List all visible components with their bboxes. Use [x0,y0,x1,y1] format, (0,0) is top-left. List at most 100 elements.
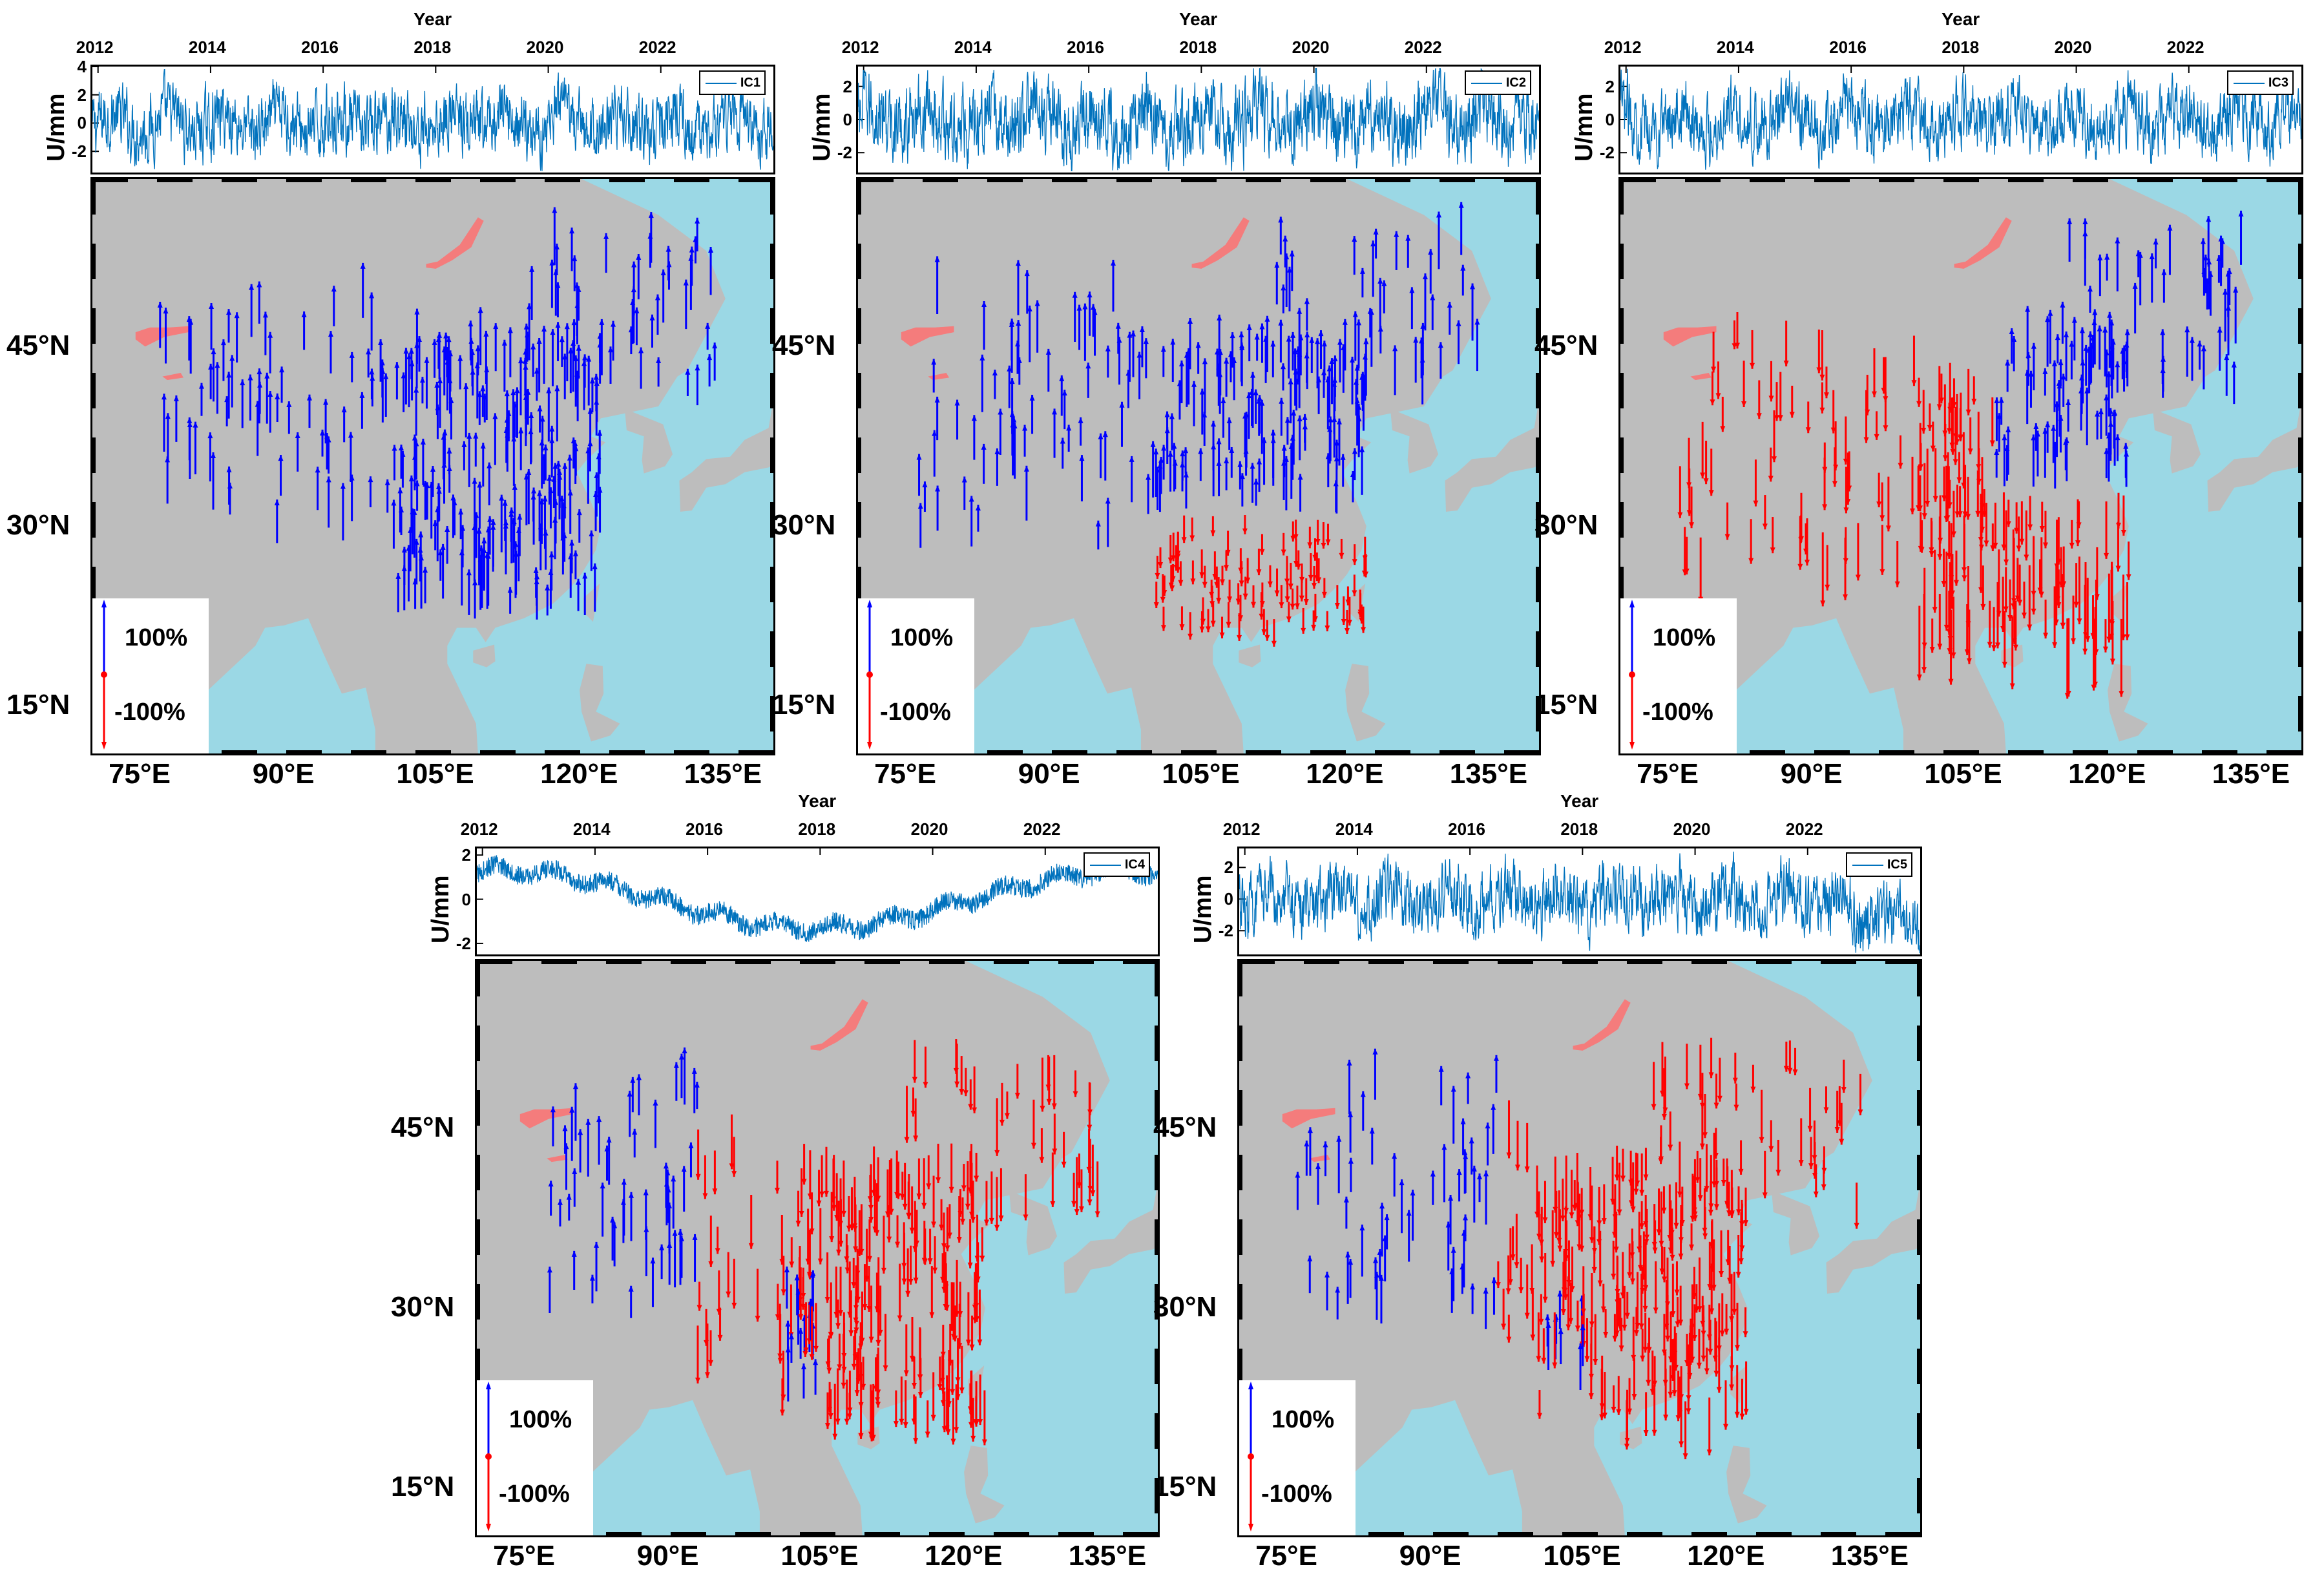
station-vector [1288,562,1293,590]
station-vector [1956,452,1962,483]
station-vector [1946,466,1952,509]
station-vector [1130,330,1136,377]
station-vector [979,354,985,412]
station-vector [959,1345,965,1394]
station-vector [1199,388,1205,435]
station-vector [1343,1196,1349,1229]
station-vector [2115,237,2120,291]
station-vector [1023,1174,1029,1221]
station-vector [1346,1059,1352,1115]
station-vector [1843,467,1849,514]
station-vector [1297,415,1303,461]
station-vector [1507,1228,1513,1285]
station-vector [1538,1294,1544,1325]
station-vector [448,350,454,392]
station-vector [1360,1091,1366,1131]
station-vector [1087,1152,1093,1206]
station-vector [2124,582,2130,640]
station-vector [2027,496,2033,531]
station-vector [1014,1064,1020,1099]
station-vector [1677,466,1683,518]
station-vector [572,550,578,580]
station-vector [1094,1161,1100,1217]
station-vector [2069,520,2075,549]
station-vector [909,1186,915,1234]
station-vector [1833,421,1839,470]
station-vector [1087,1082,1093,1115]
station-vector [1925,448,1931,507]
station-vector [695,364,700,406]
station-vector [1712,1132,1717,1188]
station-vector [1624,1292,1630,1319]
land-philippines [580,664,620,742]
station-vector [1253,478,1259,506]
station-vector [1723,1380,1729,1430]
station-vector [1315,338,1321,389]
station-vector [954,1384,959,1433]
x-tick-label: 2018 [1560,819,1598,839]
station-vector [1865,374,1870,416]
longitude-label: 105°E [1162,758,1240,790]
station-vector [458,509,464,540]
station-vector [539,416,545,452]
station-vector [981,301,987,350]
station-vector [2153,238,2159,269]
station-vector [2104,394,2109,436]
station-vector [943,1267,948,1310]
station-vector [383,373,389,417]
station-vector [1321,522,1326,549]
station-vector [1491,1277,1497,1315]
station-vector [799,1168,804,1217]
station-vector [597,430,603,474]
station-vector [1183,447,1189,474]
station-vector [1307,1255,1313,1294]
station-vector [2091,618,2097,691]
station-vector [1702,1093,1708,1139]
station-vector [1653,1261,1659,1314]
station-vector [1293,520,1299,540]
station-vector [1962,465,1968,518]
station-vector [234,312,240,363]
station-vector [1153,582,1159,608]
station-vector [567,489,573,534]
station-vector [1304,298,1310,331]
station-vector [2206,216,2212,267]
station-vector [1768,361,1774,402]
station-vector [965,1292,971,1346]
station-vector [788,1333,794,1363]
station-vector [975,505,981,532]
station-vector [470,368,476,396]
station-vector [1834,1090,1840,1133]
station-vector [589,1274,595,1304]
station-vector [207,432,213,482]
station-vector [1682,527,1688,576]
station-vector [1308,552,1314,581]
station-vector [1514,1121,1520,1171]
station-vector [443,332,449,361]
station-vector [414,538,419,584]
land-taiwan [583,584,600,622]
station-vector [1524,1264,1530,1319]
station-vector [424,357,430,409]
station-vector [1883,392,1889,432]
station-vector [2009,616,2015,689]
station-vector [1178,561,1184,586]
station-vector [1085,363,1091,398]
station-vector [1339,538,1345,559]
x-tick-label: 2018 [1179,37,1217,57]
station-vector [939,1199,945,1231]
station-vector [432,339,437,378]
station-vector [1541,1328,1547,1364]
map-ic2: 100% -100% [856,177,1541,755]
station-vector [209,302,215,350]
station-vector [1715,361,1721,399]
station-vector [1921,390,1927,434]
station-vector [1942,466,1947,501]
map-ic1: 100% -100% [90,177,775,755]
station-vector [1283,456,1289,510]
station-vector [1354,379,1359,416]
station-vector [414,440,419,480]
station-vector [1651,1385,1657,1436]
station-vector [2107,311,2113,368]
